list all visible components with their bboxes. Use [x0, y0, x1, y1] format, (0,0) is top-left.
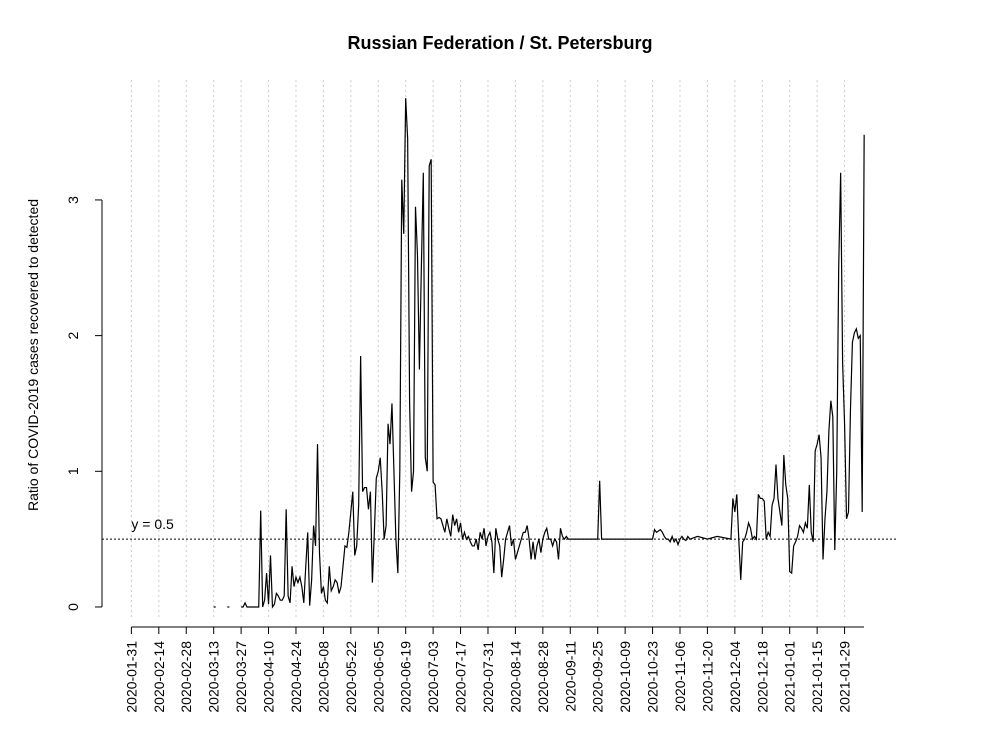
- x-tick-label: 2020-07-03: [425, 641, 441, 713]
- x-tick-label: 2020-03-27: [233, 641, 249, 713]
- x-tick-label: 2020-03-13: [206, 641, 222, 713]
- y-tick-label: 3: [65, 196, 81, 204]
- x-tick-label: 2020-11-06: [672, 641, 688, 712]
- x-tick-label: 2020-06-19: [398, 641, 414, 713]
- chart-title: Russian Federation / St. Petersburg: [347, 33, 652, 53]
- x-tick-label: 2021-01-15: [809, 641, 825, 713]
- x-tick-label: 2020-12-04: [727, 641, 743, 713]
- x-tick-label: 2020-06-05: [370, 641, 386, 713]
- x-tick-label: 2020-09-25: [590, 641, 606, 713]
- x-tick-label: 2020-11-20: [699, 641, 715, 712]
- x-tick-label: 2020-01-31: [123, 641, 139, 713]
- x-tick-label: 2020-12-18: [754, 641, 770, 713]
- x-tick-label: 2021-01-01: [782, 641, 798, 713]
- x-tick-label: 2020-02-28: [178, 641, 194, 713]
- y-axis-title: Ratio of COVID-2019 cases recovered to d…: [25, 199, 41, 511]
- x-tick-label: 2021-01-29: [837, 641, 853, 713]
- y-tick-label: 0: [65, 603, 81, 611]
- x-tick-label: 2020-08-28: [535, 641, 551, 713]
- x-tick-label: 2020-10-09: [617, 641, 633, 713]
- x-tick-label: 2020-07-31: [480, 641, 496, 713]
- data-line: [213, 98, 865, 609]
- x-tick-label: 2020-04-10: [261, 641, 277, 713]
- reference-label: y = 0.5: [131, 516, 174, 532]
- x-tick-label: 2020-10-23: [645, 641, 661, 713]
- x-tick-label: 2020-02-14: [151, 641, 167, 713]
- x-tick-label: 2020-04-24: [288, 641, 304, 713]
- y-tick-label: 1: [65, 467, 81, 475]
- x-tick-label: 2020-09-11: [562, 641, 578, 712]
- x-tick-label: 2020-08-14: [507, 641, 523, 713]
- x-tick-label: 2020-07-17: [453, 641, 469, 713]
- x-tick-label: 2020-05-08: [315, 641, 331, 713]
- x-tick-label: 2020-05-22: [343, 641, 359, 713]
- y-tick-label: 2: [65, 332, 81, 340]
